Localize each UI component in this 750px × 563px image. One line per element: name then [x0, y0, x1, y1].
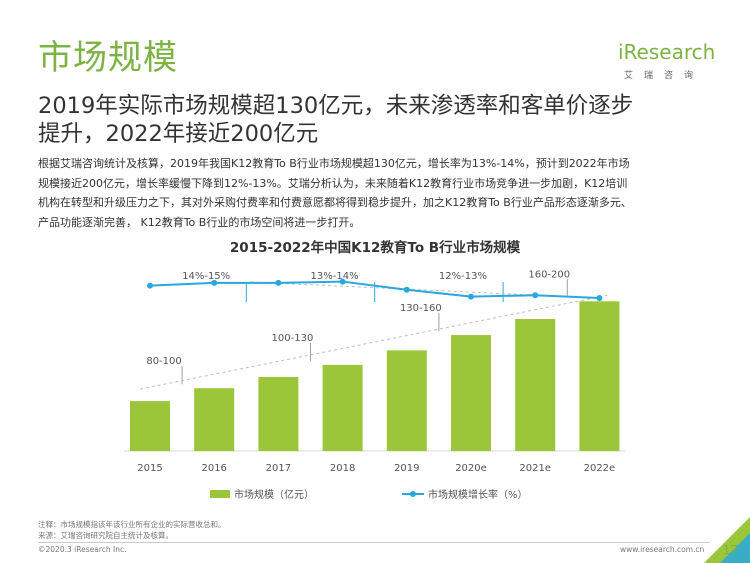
headline-line: 2019年实际市场规模超130亿元，未来渗透率和客单价逐步 [38, 93, 634, 119]
headline: 2019年实际市场规模超130亿元，未来渗透率和客单价逐步 提升，2022年接近… [38, 92, 728, 148]
legend-item-line: 市场规模增长率（%） [402, 486, 528, 501]
legend-bar-swatch [210, 489, 230, 498]
growth-dashed-line [249, 281, 601, 299]
website-link[interactable]: www.iresearch.com.cn [620, 545, 705, 554]
footnotes: 注释：市场规模指该年该行业所有企业的实际营收总和。 来源：艾瑞咨询研究院自主统计… [38, 519, 226, 541]
headline-line: 提升，2022年接近200亿元 [38, 121, 319, 147]
bar-2019 [386, 350, 427, 451]
bar-2016 [194, 388, 235, 451]
bar-2021e [515, 318, 556, 451]
growth-line [149, 280, 600, 299]
growth-point-2016 [211, 279, 218, 286]
logo-wordmark: iResearch [618, 40, 716, 64]
page-number: 17 [722, 543, 738, 557]
body-line: 规模接近200亿元，增长率缓慢下降到12%-13%。艾瑞分析认为，未来随着K12… [38, 176, 628, 190]
x-tick-label: 2018 [330, 463, 355, 474]
bar-2017 [258, 376, 299, 451]
x-tick-label: 2019 [394, 463, 419, 474]
bar-2020e [451, 335, 491, 451]
growth-point-2017 [275, 279, 282, 286]
legend-line-swatch [402, 490, 424, 498]
growth-point-2019 [403, 286, 410, 293]
legend-item-bar: 市场规模（亿元） [210, 486, 314, 501]
x-tick-label: 2020e [455, 463, 487, 474]
growth-point-2018 [339, 278, 346, 285]
growth-point-2021e [532, 292, 539, 299]
bar-range-label: 100-130 [272, 333, 314, 344]
section-title: 市场规模 [38, 38, 178, 78]
x-tick-label: 2017 [266, 463, 291, 474]
bar-range-label: 130-160 [400, 303, 442, 314]
chart-legend: 市场规模（亿元） 市场规模增长率（%） [0, 486, 750, 502]
x-tick-label: 2022e [584, 463, 616, 474]
footer-divider [38, 542, 710, 543]
trend-dashed-line [139, 294, 608, 390]
corner-decoration [704, 517, 750, 563]
legend-label: 市场规模（亿元） [234, 490, 314, 501]
note-text: 注释：市场规模指该年该行业所有企业的实际营收总和。 [38, 520, 226, 529]
iresearch-logo: iResearch 艾瑞咨询 [618, 40, 718, 84]
body-line: 产品功能逐渐完善， K12教育To B行业的市场空间将进一步打开。 [38, 215, 361, 229]
x-tick-label: 2021e [519, 463, 551, 474]
growth-range-label: 13%-14% [311, 271, 359, 282]
x-tick-label: 2015 [137, 463, 162, 474]
body-line: 根据艾瑞咨询统计及核算，2019年我国K12教育To B行业市场规模超130亿元… [38, 157, 630, 170]
logo-subtitle: 艾瑞咨询 [624, 71, 705, 81]
copyright: ©2020.3 iResearch Inc. [38, 545, 127, 554]
bar-2015 [130, 401, 170, 451]
growth-point-2022e [596, 294, 603, 301]
growth-point-2020e [468, 293, 474, 300]
growth-range-label: 14%-15% [182, 271, 230, 282]
body-paragraph: 根据艾瑞咨询统计及核算，2019年我国K12教育To B行业市场规模超130亿元… [38, 154, 728, 232]
chart-title: 2015-2022年中国K12教育To B行业市场规模 [229, 240, 521, 256]
growth-range-label: 12%-13% [439, 271, 487, 282]
source-text: 来源：艾瑞咨询研究院自主统计及核算。 [38, 531, 173, 540]
x-tick-label: 2016 [201, 463, 226, 474]
bar-range-label: 80-100 [146, 356, 181, 367]
body-line: 机构在转型和升级压力之下，其对外采购付费率和付费意愿都将得到稳步提升，加之K12… [38, 196, 632, 210]
growth-point-2015 [147, 282, 153, 289]
bar-range-label: 160-200 [528, 269, 570, 280]
bar-2022e [579, 301, 620, 451]
bar-2018 [322, 364, 363, 451]
legend-label: 市场规模增长率（%） [428, 490, 528, 501]
